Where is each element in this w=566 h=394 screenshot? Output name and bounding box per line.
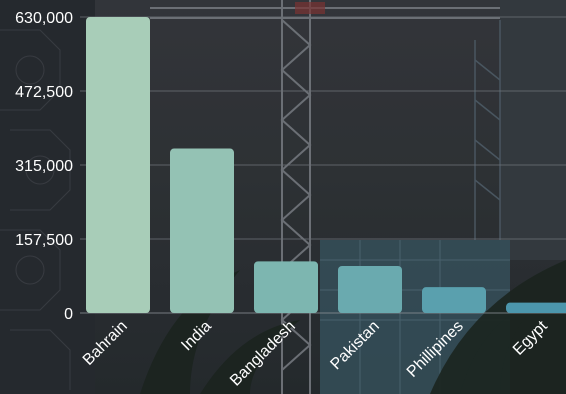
bar-bahrain xyxy=(86,17,150,313)
bar-phillipines xyxy=(422,287,486,313)
bg-building-right xyxy=(500,0,566,260)
x-tick-label: Bahrain xyxy=(80,318,131,369)
bar-india xyxy=(170,148,234,313)
y-tick-label: 0 xyxy=(64,306,73,323)
bars xyxy=(86,17,566,313)
bar-bangladesh xyxy=(254,261,318,313)
y-tick-label: 630,000 xyxy=(15,10,73,27)
x-tick-label: India xyxy=(178,318,215,355)
x-tick-label: Bangladesh xyxy=(227,318,299,390)
y-axis-ticks: 0 157,500 315,000 472,500 630,000 xyxy=(15,10,73,323)
x-tick-label: Pakistan xyxy=(327,318,382,373)
bar-egypt xyxy=(506,302,566,313)
bg-building-left xyxy=(0,0,95,394)
gridlines xyxy=(80,16,566,314)
x-tick-label: Egypt xyxy=(510,317,551,358)
bg-palms xyxy=(140,260,566,394)
y-tick-label: 315,000 xyxy=(15,158,73,175)
bar-pakistan xyxy=(338,266,402,313)
x-tick-label: Phillipines xyxy=(404,318,467,381)
y-tick-label: 472,500 xyxy=(15,84,73,101)
y-tick-label: 157,500 xyxy=(15,232,73,249)
x-axis-ticks: Bahrain India Bangladesh Pakistan Phillipine… xyxy=(80,317,551,389)
